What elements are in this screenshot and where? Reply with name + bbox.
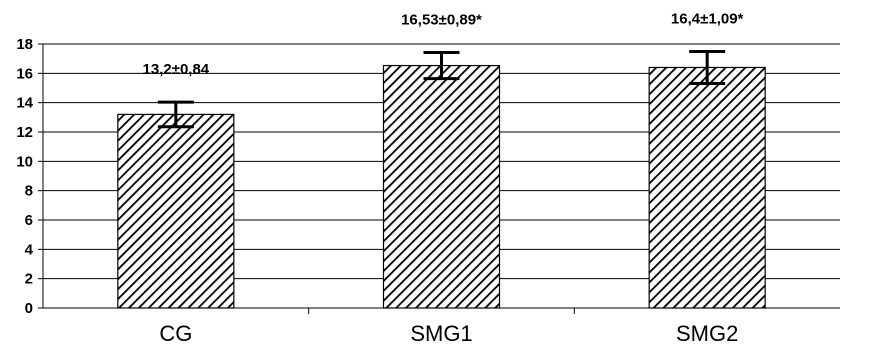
data-label-smg2: 16,4±1,09* — [671, 10, 744, 27]
bar-smg1 — [382, 64, 501, 309]
data-label-smg1: 16,53±0,89* — [401, 12, 482, 29]
data-label-cg: 13,2±0,84 — [143, 61, 210, 78]
labels: 13,2±0,84 CG 16,53±0,89* SMG1 16,4±1,09* SMG2 — [143, 10, 744, 346]
y-tick-label: 18 — [16, 36, 33, 53]
y-tick-label: 10 — [16, 153, 33, 170]
y-tick-label: 8 — [25, 183, 33, 200]
y-tick-label: 12 — [16, 124, 33, 141]
bar-smg2 — [648, 66, 766, 309]
y-tick-label: 4 — [25, 241, 34, 258]
y-tick-label: 0 — [25, 300, 33, 317]
y-tick-label: 14 — [16, 95, 33, 112]
y-tick-label: 2 — [25, 271, 33, 288]
x-category-label: SMG1 — [410, 321, 472, 346]
y-tick-label: 6 — [25, 212, 33, 229]
y-tick-label: 16 — [16, 65, 33, 82]
x-category-label: SMG2 — [676, 321, 738, 346]
bars — [117, 49, 766, 309]
bar-cg — [117, 113, 235, 309]
x-category-label: CG — [159, 321, 192, 346]
